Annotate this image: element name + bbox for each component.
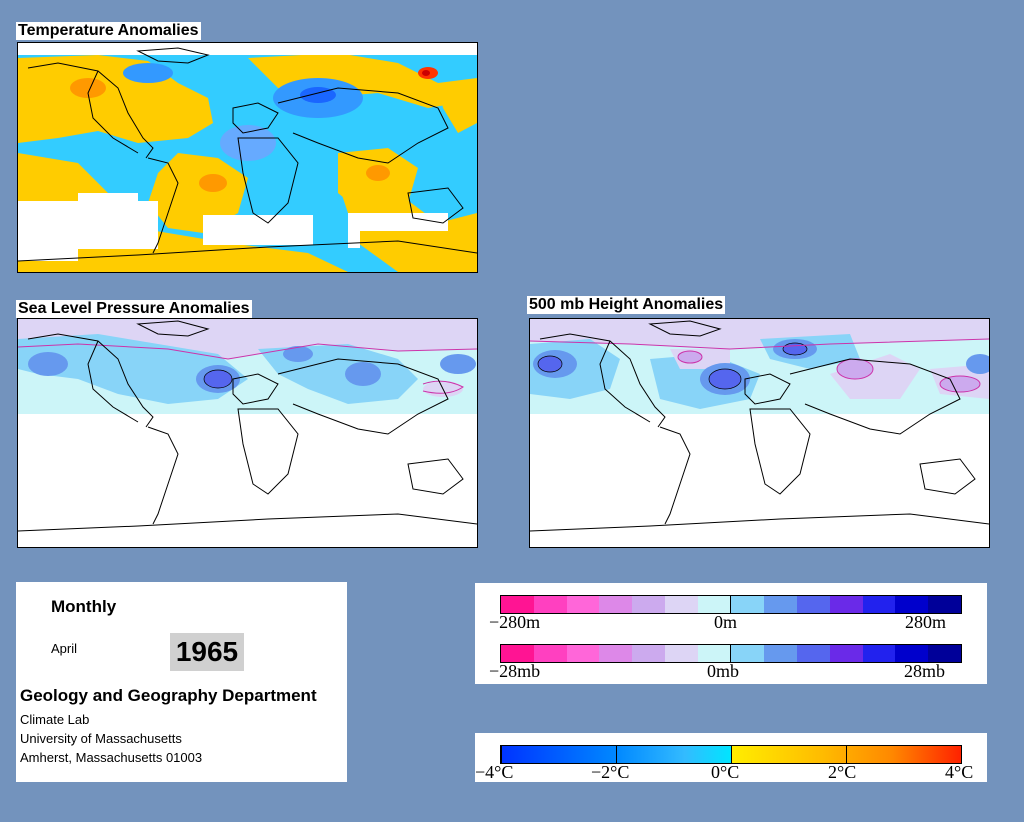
pressure-legend-min: −28mb bbox=[489, 661, 541, 681]
color-bar-segment bbox=[829, 645, 863, 662]
department-label: Geology and Geography Department bbox=[20, 686, 317, 705]
temperature-panel-title: Temperature Anomalies bbox=[16, 22, 201, 40]
temperature-tick bbox=[731, 746, 732, 763]
color-bar-segment bbox=[533, 645, 567, 662]
height-anomaly-map bbox=[529, 318, 990, 548]
color-bar-segment bbox=[862, 645, 896, 662]
height-color-bar bbox=[500, 595, 962, 614]
year-label: 1965 bbox=[170, 633, 244, 671]
slp-panel-title: Sea Level Pressure Anomalies bbox=[16, 300, 252, 318]
color-bar-segment bbox=[697, 596, 731, 613]
pressure-legend-mid: 0mb bbox=[707, 661, 740, 681]
pressure-color-bar bbox=[500, 644, 962, 663]
color-bar-segment bbox=[862, 596, 896, 613]
temperature-tick bbox=[616, 746, 617, 763]
temp-legend-label-0: −4°C bbox=[475, 762, 514, 782]
color-bar-segment bbox=[664, 645, 698, 662]
color-bar-segment bbox=[928, 596, 961, 613]
color-bar-segment bbox=[566, 645, 600, 662]
color-bar-segment bbox=[533, 596, 567, 613]
info-box: Monthly April 1965 Geology and Geography… bbox=[16, 582, 347, 782]
height-legend-min: −280m bbox=[489, 612, 541, 632]
color-bar-segment bbox=[664, 596, 698, 613]
slp-anomaly-map bbox=[17, 318, 478, 548]
temp-legend-label-2: 0°C bbox=[711, 762, 740, 782]
temperature-color-bar bbox=[500, 745, 962, 764]
color-bar-segment bbox=[764, 645, 798, 662]
pressure-legend-max: 28mb bbox=[904, 661, 946, 681]
color-bar-segment bbox=[501, 596, 534, 613]
temperature-anomaly-map bbox=[17, 42, 478, 273]
color-bar-segment bbox=[566, 596, 600, 613]
temperature-legend-box: −4°C −2°C 0°C 2°C 4°C bbox=[475, 733, 987, 782]
color-bar-segment bbox=[928, 645, 961, 662]
color-bar-segment bbox=[599, 645, 633, 662]
color-bar-segment bbox=[730, 596, 765, 613]
color-bar-segment bbox=[632, 645, 665, 662]
university-label: University of Massachusetts bbox=[20, 731, 182, 746]
color-bar-segment bbox=[501, 645, 534, 662]
color-bar-segment bbox=[829, 596, 863, 613]
height-panel-title: 500 mb Height Anomalies bbox=[527, 296, 726, 314]
color-bar-segment bbox=[895, 645, 929, 662]
temperature-tick bbox=[846, 746, 847, 763]
temp-legend-label-3: 2°C bbox=[828, 762, 857, 782]
color-bar-segment bbox=[697, 645, 731, 662]
color-bar-segment bbox=[599, 596, 633, 613]
month-label: April bbox=[51, 641, 78, 656]
color-bar-segment bbox=[797, 596, 830, 613]
anomaly-legend-box: −280m 0m 280m −28mb 0mb 28mb bbox=[475, 583, 987, 684]
color-bar-segment bbox=[797, 645, 830, 662]
height-legend-mid: 0m bbox=[714, 612, 738, 632]
height-legend-max: 280m bbox=[905, 612, 947, 632]
temp-legend-label-4: 4°C bbox=[945, 762, 974, 782]
color-bar-segment bbox=[764, 596, 798, 613]
temperature-tick bbox=[501, 746, 502, 763]
address-label: Amherst, Massachusetts 01003 bbox=[20, 750, 203, 765]
period-label: Monthly bbox=[51, 597, 117, 616]
color-bar-segment bbox=[895, 596, 929, 613]
lab-label: Climate Lab bbox=[20, 712, 90, 727]
color-bar-segment bbox=[632, 596, 665, 613]
color-bar-segment bbox=[730, 645, 765, 662]
temp-legend-label-1: −2°C bbox=[591, 762, 630, 782]
temperature-tick bbox=[961, 746, 962, 763]
